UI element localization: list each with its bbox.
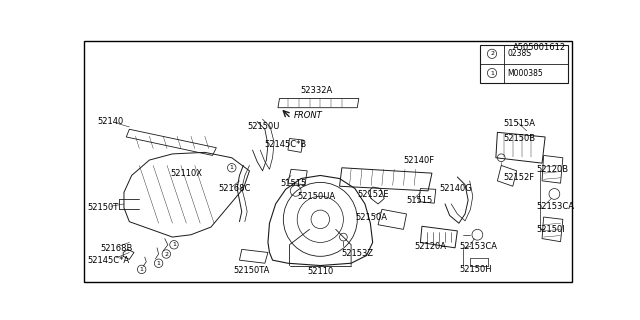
Text: 2: 2 [490,51,494,56]
Text: 52152E: 52152E [357,190,388,199]
Text: 51515: 51515 [406,196,433,204]
Text: 52150UA: 52150UA [297,192,335,201]
Text: 52145C*B: 52145C*B [265,140,307,149]
Text: 52150A: 52150A [355,212,387,221]
Text: 1: 1 [157,261,161,266]
Text: 52150I: 52150I [536,225,564,234]
Text: FRONT: FRONT [294,111,323,120]
Text: 1: 1 [172,242,176,247]
Text: 2: 2 [164,252,168,257]
Text: 52140F: 52140F [403,156,435,164]
Text: 52150U: 52150U [247,123,280,132]
Text: 52168B: 52168B [101,244,133,253]
Text: 52153CA: 52153CA [536,202,574,211]
Text: 52145C*A: 52145C*A [88,256,130,265]
Text: 52153Z: 52153Z [342,250,374,259]
Text: 52150H: 52150H [459,265,492,274]
Text: 52168C: 52168C [219,184,251,193]
Text: 1: 1 [140,267,143,272]
Text: 52150TA: 52150TA [234,267,269,276]
Text: 52140G: 52140G [440,184,472,193]
Text: 52332A: 52332A [300,86,333,95]
Text: 52140: 52140 [97,117,124,126]
Text: 1: 1 [230,165,234,170]
Text: 52152F: 52152F [504,172,534,181]
Text: A505001612: A505001612 [513,43,566,52]
Text: 52150B: 52150B [504,134,536,143]
Text: 52120A: 52120A [414,242,446,251]
Polygon shape [481,44,568,83]
Text: 51515A: 51515A [504,119,536,128]
Text: 51515: 51515 [280,179,307,188]
Text: 52150T: 52150T [88,203,119,212]
Text: 52110X: 52110X [170,169,202,178]
Text: 52153CA: 52153CA [459,242,497,251]
Text: M000385: M000385 [508,68,543,77]
Text: 52120B: 52120B [536,165,568,174]
Text: 52110: 52110 [307,267,333,276]
Text: 1: 1 [490,70,494,76]
Text: 0238S: 0238S [508,49,531,58]
